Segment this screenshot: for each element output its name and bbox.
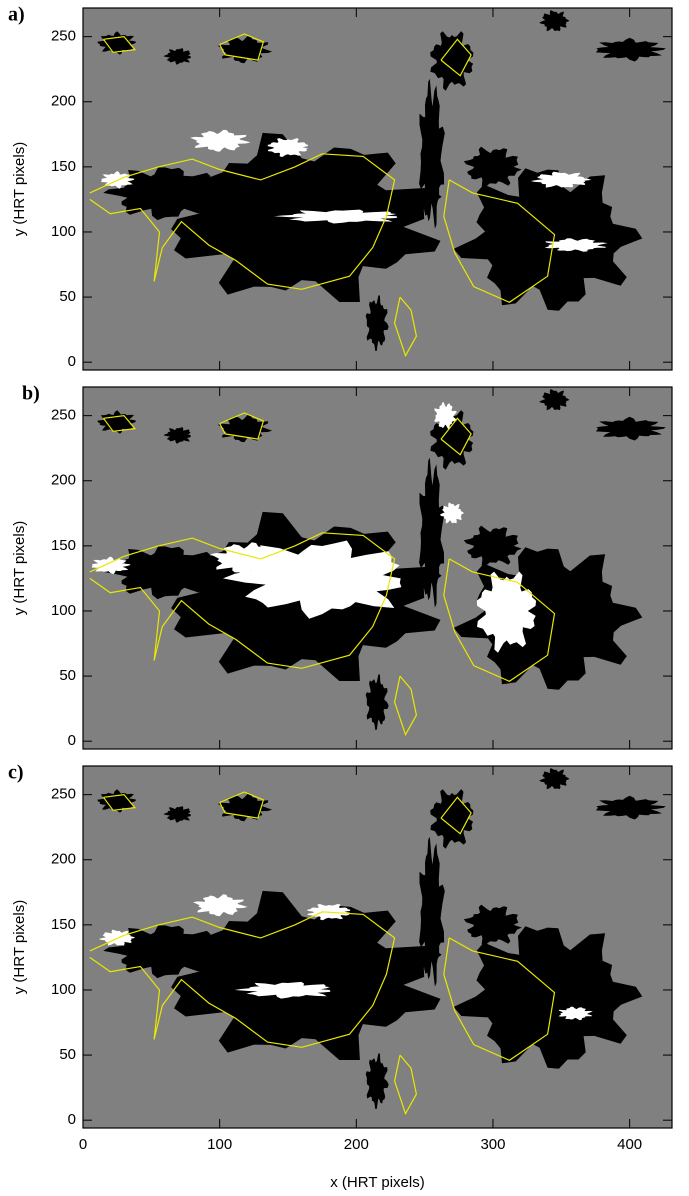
panel: 0 50 100 150 200 250 0 100 200 300 400 c) y (HRT pix…: [8, 762, 673, 1191]
magnetic-region: [365, 295, 389, 351]
x-axis-label: x (HRT pixels): [330, 1174, 424, 1191]
white-region: [234, 981, 331, 999]
white-region: [544, 238, 608, 252]
image: [83, 8, 672, 370]
contour: [219, 33, 265, 61]
magnetic-region: [539, 768, 570, 790]
magnetic-region: [419, 836, 445, 987]
y-tick-label: 150: [51, 158, 76, 175]
y-tick-label: 50: [59, 667, 76, 684]
y-tick-label: 0: [68, 353, 76, 370]
contour: [103, 35, 137, 53]
white-region: [434, 402, 457, 430]
image: [83, 766, 672, 1128]
x-tick-label: 300: [480, 1136, 505, 1153]
y-tick-label: 200: [51, 472, 76, 489]
contour: [393, 1054, 418, 1116]
white-region: [98, 929, 136, 946]
magnetic-region: [463, 525, 522, 566]
magnetic-region: [365, 1053, 389, 1109]
magnetic-region: [539, 10, 570, 32]
white-region: [530, 171, 592, 188]
panel-label: a): [8, 4, 25, 26]
panel: 0 50 100 150 200 250 b) y (HRT pixels): [11, 383, 673, 750]
contour: [443, 179, 556, 303]
y-tick-label: 150: [51, 916, 76, 933]
x-tick-label: 0: [79, 1136, 87, 1153]
magnetic-region: [463, 146, 522, 187]
magnetic-region: [453, 926, 643, 1069]
white-region: [193, 894, 248, 917]
magnetic-region: [97, 789, 137, 813]
magnetic-region: [595, 795, 666, 820]
y-tick-label: 250: [51, 407, 76, 424]
y-tick-label: 0: [68, 732, 76, 749]
x-tick-label: 200: [344, 1136, 369, 1153]
panel-label: c): [8, 762, 24, 784]
white-region: [91, 556, 131, 575]
y-tick-label: 100: [51, 981, 76, 998]
panel-label: b): [22, 383, 40, 405]
magnetic-region: [419, 78, 445, 229]
magnetic-region: [163, 48, 191, 65]
white-region: [558, 1006, 593, 1021]
y-tick-label: 150: [51, 537, 76, 554]
y-tick-label: 250: [51, 786, 76, 803]
x-tick-label: 400: [617, 1136, 642, 1153]
contour: [443, 937, 556, 1061]
y-tick-label: 50: [59, 288, 76, 305]
magnetic-region: [163, 427, 191, 444]
magnetic-region: [595, 37, 666, 62]
frame: [82, 386, 673, 750]
contour: [393, 675, 418, 737]
white-region: [439, 502, 464, 524]
contour: [219, 791, 265, 819]
frame: [82, 7, 673, 371]
contour: [89, 911, 396, 1048]
magnetic-region: [365, 674, 389, 730]
white-region: [223, 540, 402, 619]
magnetic-region: [463, 904, 522, 945]
y-tick-label: 50: [59, 1046, 76, 1063]
frame: [82, 765, 673, 1129]
contour: [219, 412, 265, 440]
image: [83, 387, 672, 749]
magnetic-region: [539, 389, 570, 411]
y-tick-label: 100: [51, 223, 76, 240]
y-tick-label: 200: [51, 851, 76, 868]
magnetic-region: [97, 410, 137, 434]
white-region: [267, 138, 309, 158]
y-tick-label: 200: [51, 93, 76, 110]
magnetic-region: [595, 416, 666, 441]
white-region: [274, 209, 398, 224]
contour: [393, 296, 418, 358]
y-tick-label: 0: [68, 1111, 76, 1128]
contour: [89, 532, 396, 669]
panel: 0 50 100 150 200 250 a) y (HRT pixels): [8, 4, 673, 371]
contour: [440, 796, 472, 835]
magnetic-region: [453, 168, 643, 311]
y-axis-label: y (HRT pixels): [11, 521, 28, 615]
y-axis-label: y (HRT pixels): [11, 900, 28, 994]
y-tick-label: 250: [51, 28, 76, 45]
magnetic-region: [97, 31, 137, 55]
x-tick-label: 100: [207, 1136, 232, 1153]
contour: [443, 558, 556, 682]
contour: [440, 417, 472, 456]
white-region: [190, 129, 251, 152]
contour: [89, 153, 396, 290]
contour: [103, 414, 137, 432]
y-tick-label: 100: [51, 602, 76, 619]
white-region: [476, 571, 537, 653]
y-axis-label: y (HRT pixels): [11, 142, 28, 236]
contour: [103, 793, 137, 811]
magnetic-region: [163, 806, 191, 823]
contour: [440, 38, 472, 77]
magnetic-region: [103, 546, 213, 600]
magnetic-region: [419, 457, 445, 608]
